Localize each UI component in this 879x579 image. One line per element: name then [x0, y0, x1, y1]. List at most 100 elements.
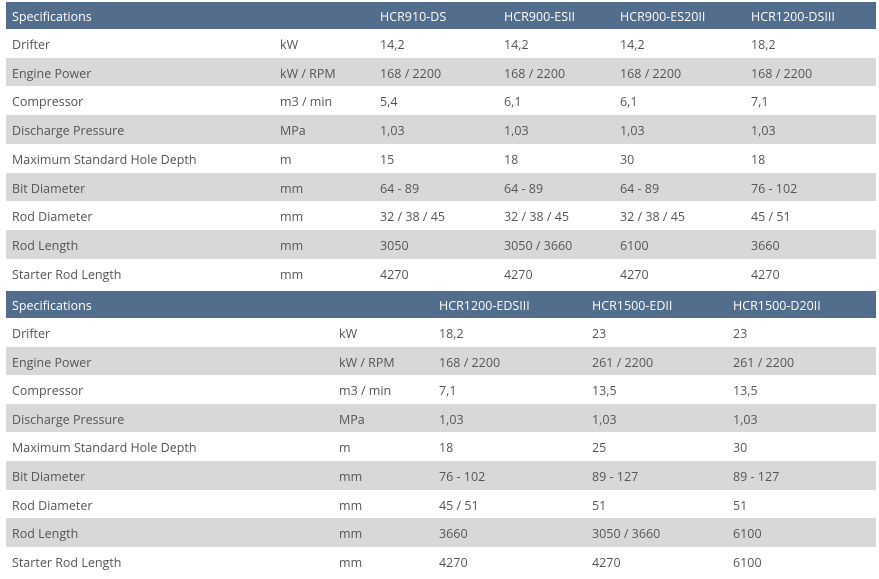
row-label: Drifter	[12, 325, 51, 342]
spec-value: 14,2	[504, 36, 529, 53]
table-row: Drifter kW 14,2 14,2 14,2 18,2	[6, 29, 876, 58]
table-row: Compressor m3 / min 7,1 13,5 13,5	[6, 375, 876, 404]
row-label: Engine Power	[12, 64, 92, 82]
table-row: Drifter kW 18,2 23 23	[6, 318, 876, 347]
spec-value: 168 / 2200	[751, 64, 813, 82]
spec-value: 6100	[620, 236, 649, 254]
spec-value: 32 / 38 / 45	[380, 208, 446, 226]
spec-value: 5,4	[380, 93, 398, 111]
spec-value: 30	[620, 150, 635, 168]
row-label: Engine Power	[12, 353, 92, 371]
spec-value: 64 - 89	[504, 179, 544, 197]
spec-value: 3660	[751, 236, 780, 254]
spec-value: 4270	[592, 553, 621, 571]
row-unit: kW / RPM	[280, 64, 336, 82]
row-unit: mm	[339, 496, 363, 514]
spec-value: 168 / 2200	[380, 64, 442, 82]
spec-value: 4270	[620, 265, 649, 283]
spec-value: 13,5	[733, 382, 758, 400]
row-label: Rod Length	[12, 525, 79, 543]
table-row: Engine Power kW / RPM 168 / 2200 168 / 2200…	[6, 57, 876, 87]
spec-value: 18	[439, 439, 454, 457]
spec-value: 168 / 2200	[504, 64, 566, 82]
spec-value: 14,2	[620, 36, 645, 53]
spec-value: 6100	[733, 553, 762, 571]
spec-value: 51	[733, 496, 748, 514]
row-unit: mm	[280, 179, 304, 197]
row-unit: kW	[339, 325, 358, 342]
spec-value: 3050 / 3660	[592, 525, 661, 543]
spec-value: 261 / 2200	[733, 353, 795, 371]
spec-value: 4270	[380, 265, 409, 283]
row-label: Compressor	[12, 93, 84, 111]
table-row: Compressor m3 / min 5,4 6,1 6,1 7,1	[6, 86, 876, 115]
spec-value: 45 / 51	[751, 208, 791, 226]
model-header: HCR1200-EDSIII	[439, 297, 530, 314]
row-label: Discharge Pressure	[12, 410, 125, 428]
spec-value: 30	[733, 439, 748, 457]
spec-value: 168 / 2200	[439, 353, 501, 371]
spec-value: 6,1	[620, 93, 638, 111]
table-header: Specifications HCR910-DS HCR900-ESII HCR900…	[6, 2, 876, 29]
table-header: Specifications HCR1200-EDSIII HCR1500-EDII…	[6, 291, 876, 318]
spec-value: 3050 / 3660	[504, 236, 573, 254]
table-row: Bit Diameter mm 76 - 102 89 - 127 89 - 127	[6, 461, 876, 490]
spec-value: 1,03	[751, 122, 776, 140]
model-header: HCR1500-D20II	[733, 297, 821, 314]
row-label: Starter Rod Length	[12, 553, 122, 571]
spec-value: 14,2	[380, 36, 405, 53]
table-row: Discharge Pressure MPa 1,03 1,03 1,03 1,03	[6, 115, 876, 144]
spec-value: 32 / 38 / 45	[504, 208, 570, 226]
spec-value: 7,1	[439, 382, 457, 400]
spec-value: 64 - 89	[380, 179, 420, 197]
row-unit: m	[339, 439, 351, 457]
row-label: Starter Rod Length	[12, 265, 122, 283]
row-label: Maximum Standard Hole Depth	[12, 150, 197, 168]
model-header: HCR900-ESII	[504, 8, 576, 25]
row-unit: mm	[280, 265, 304, 283]
spec-value: 76 - 102	[439, 468, 486, 485]
spec-value: 18	[751, 150, 766, 168]
spec-value: 1,03	[504, 122, 529, 140]
row-label: Bit Diameter	[12, 468, 86, 485]
table-row: Bit Diameter mm 64 - 89 64 - 89 64 - 89 76 - …	[6, 172, 876, 202]
row-label: Maximum Standard Hole Depth	[12, 439, 197, 457]
row-unit: mm	[280, 236, 304, 254]
row-unit: mm	[339, 553, 363, 571]
spec-value: 32 / 38 / 45	[620, 208, 686, 226]
table-row: Maximum Standard Hole Depth m 18 25 30	[6, 432, 876, 461]
spec-value: 64 - 89	[620, 179, 660, 197]
row-unit: mm	[339, 525, 363, 543]
table-row: Engine Power kW / RPM 168 / 2200 261 / 2200…	[6, 346, 876, 376]
model-header: HCR1200-DSIII	[751, 8, 835, 25]
spec-value: 76 - 102	[751, 179, 798, 197]
row-label: Bit Diameter	[12, 179, 86, 197]
spec-value: 18	[504, 150, 519, 168]
spec-value: 89 - 127	[733, 468, 780, 485]
table-row: Rod Length mm 3050 3050 / 3660 6100 3660	[6, 229, 876, 259]
row-label: Discharge Pressure	[12, 122, 125, 140]
spec-value: 23	[592, 325, 607, 342]
spec-value: 1,03	[439, 410, 464, 428]
spec-value: 4270	[439, 553, 468, 571]
spec-value: 18,2	[439, 325, 464, 342]
table-row: Maximum Standard Hole Depth m 15 18 30 18	[6, 144, 876, 173]
spec-value: 13,5	[592, 382, 617, 400]
row-unit: m3 / min	[339, 382, 392, 400]
row-label: Compressor	[12, 382, 84, 400]
row-label: Rod Diameter	[12, 496, 93, 514]
row-label: Drifter	[12, 36, 51, 53]
header-title: Specifications	[12, 8, 92, 25]
row-unit: MPa	[339, 410, 365, 428]
table-row: Discharge Pressure MPa 1,03 1,03 1,03	[6, 403, 876, 433]
spec-value: 18,2	[751, 36, 776, 53]
spec-value: 6,1	[504, 93, 522, 111]
row-unit: kW / RPM	[339, 353, 395, 371]
model-header: HCR900-ES20II	[620, 8, 706, 25]
spec-value: 25	[592, 439, 607, 457]
row-label: Rod Diameter	[12, 208, 93, 226]
table-row: Starter Rod Length mm 4270 4270 4270 4270	[6, 259, 876, 288]
spec-value: 89 - 127	[592, 468, 639, 485]
header-title: Specifications	[12, 297, 92, 314]
